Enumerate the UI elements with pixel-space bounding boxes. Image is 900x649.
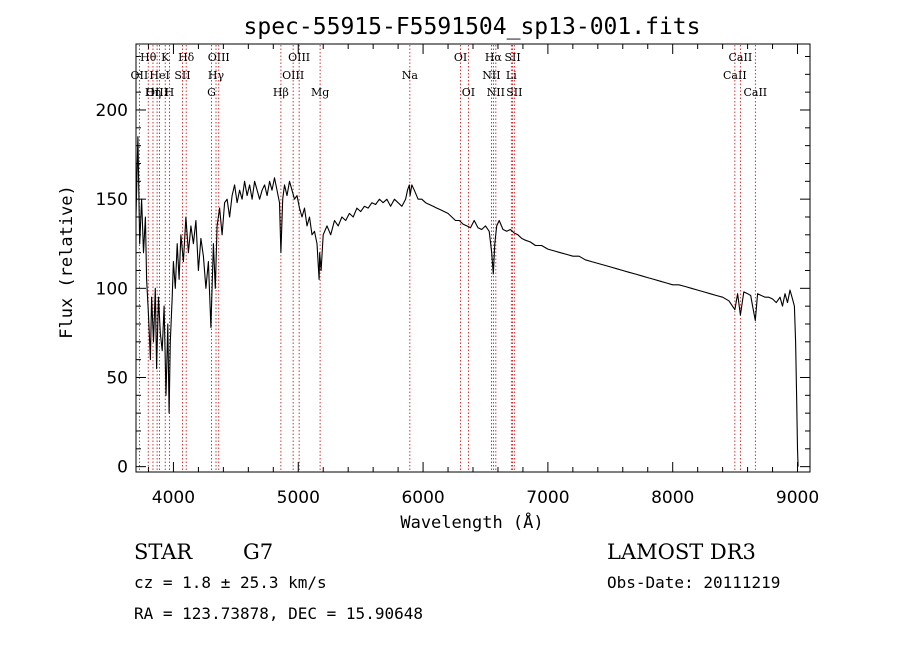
x-tick-label: 5000	[277, 488, 320, 508]
line-marker-label: NII	[487, 86, 505, 99]
line-marker-label: Li	[506, 69, 517, 82]
x-tick-labels: 4000 5000 6000 7000 8000 9000	[152, 488, 819, 508]
x-tick-label: 9000	[776, 488, 819, 508]
line-marker-label: NII	[482, 69, 500, 82]
line-marker-label: Hα	[485, 51, 503, 64]
y-tick-label: 0	[117, 458, 128, 478]
line-marker-label: OIII	[288, 51, 310, 64]
y-axis-label: Flux (relative)	[57, 185, 77, 339]
observation-date: Obs-Date: 20111219	[607, 573, 781, 592]
line-marker-label: OI	[454, 51, 467, 64]
flux-series-line	[135, 136, 799, 467]
line-marker-label: Hδ	[178, 51, 195, 64]
line-marker-label: Hβ	[273, 86, 289, 99]
y-tick-label: 100	[96, 279, 128, 299]
line-marker-label: CaII	[743, 86, 767, 99]
object-class: STAR	[134, 540, 193, 564]
plot-frame	[135, 43, 811, 473]
x-tick-label: 8000	[651, 488, 694, 508]
spectral-line-markers	[138, 45, 756, 471]
line-marker-label: Na	[402, 69, 419, 82]
line-marker-label: Hη	[145, 86, 161, 99]
line-marker-label: Hγ	[208, 69, 225, 82]
x-tick-label: 4000	[152, 488, 195, 508]
survey-name: LAMOST DR3	[607, 540, 756, 564]
line-marker-label: OIII	[282, 69, 304, 82]
x-tick-label: 7000	[526, 488, 569, 508]
line-marker-label: OIII	[208, 51, 230, 64]
line-marker-label: CaII	[723, 69, 747, 82]
x-axis-label: Wavelength (Å)	[400, 511, 543, 533]
major-ticks	[136, 44, 810, 472]
line-marker-label: Hθ	[140, 51, 157, 64]
object-subclass: G7	[243, 540, 274, 564]
line-marker-label: G	[207, 86, 216, 99]
y-tick-label: 200	[96, 101, 128, 121]
coordinates-readout: RA = 123.73878, DEC = 15.90648	[134, 604, 423, 623]
y-tick-label: 50	[106, 368, 128, 388]
line-marker-label: Mg	[311, 86, 329, 99]
line-marker-label: K	[161, 51, 170, 64]
line-marker-label: OIII	[146, 86, 168, 99]
chart-title: spec-55915-F5591504_sp13-001.fits	[244, 14, 701, 40]
line-marker-label: CaII	[729, 51, 753, 64]
line-marker-label: SII	[504, 51, 520, 64]
line-marker-label: OII	[131, 69, 149, 82]
line-marker-label: SII	[506, 86, 522, 99]
redshift-readout: cz = 1.8 ± 25.3 km/s	[134, 573, 327, 592]
line-marker-label: OI	[462, 86, 475, 99]
y-tick-labels: 0 50 100 150 200	[96, 101, 128, 478]
y-tick-label: 150	[96, 190, 128, 210]
line-marker-label: SII	[174, 69, 190, 82]
x-tick-label: 6000	[401, 488, 444, 508]
line-marker-label: HeI	[149, 69, 169, 82]
line-marker-label: H	[165, 86, 175, 99]
minor-ticks	[136, 44, 810, 472]
